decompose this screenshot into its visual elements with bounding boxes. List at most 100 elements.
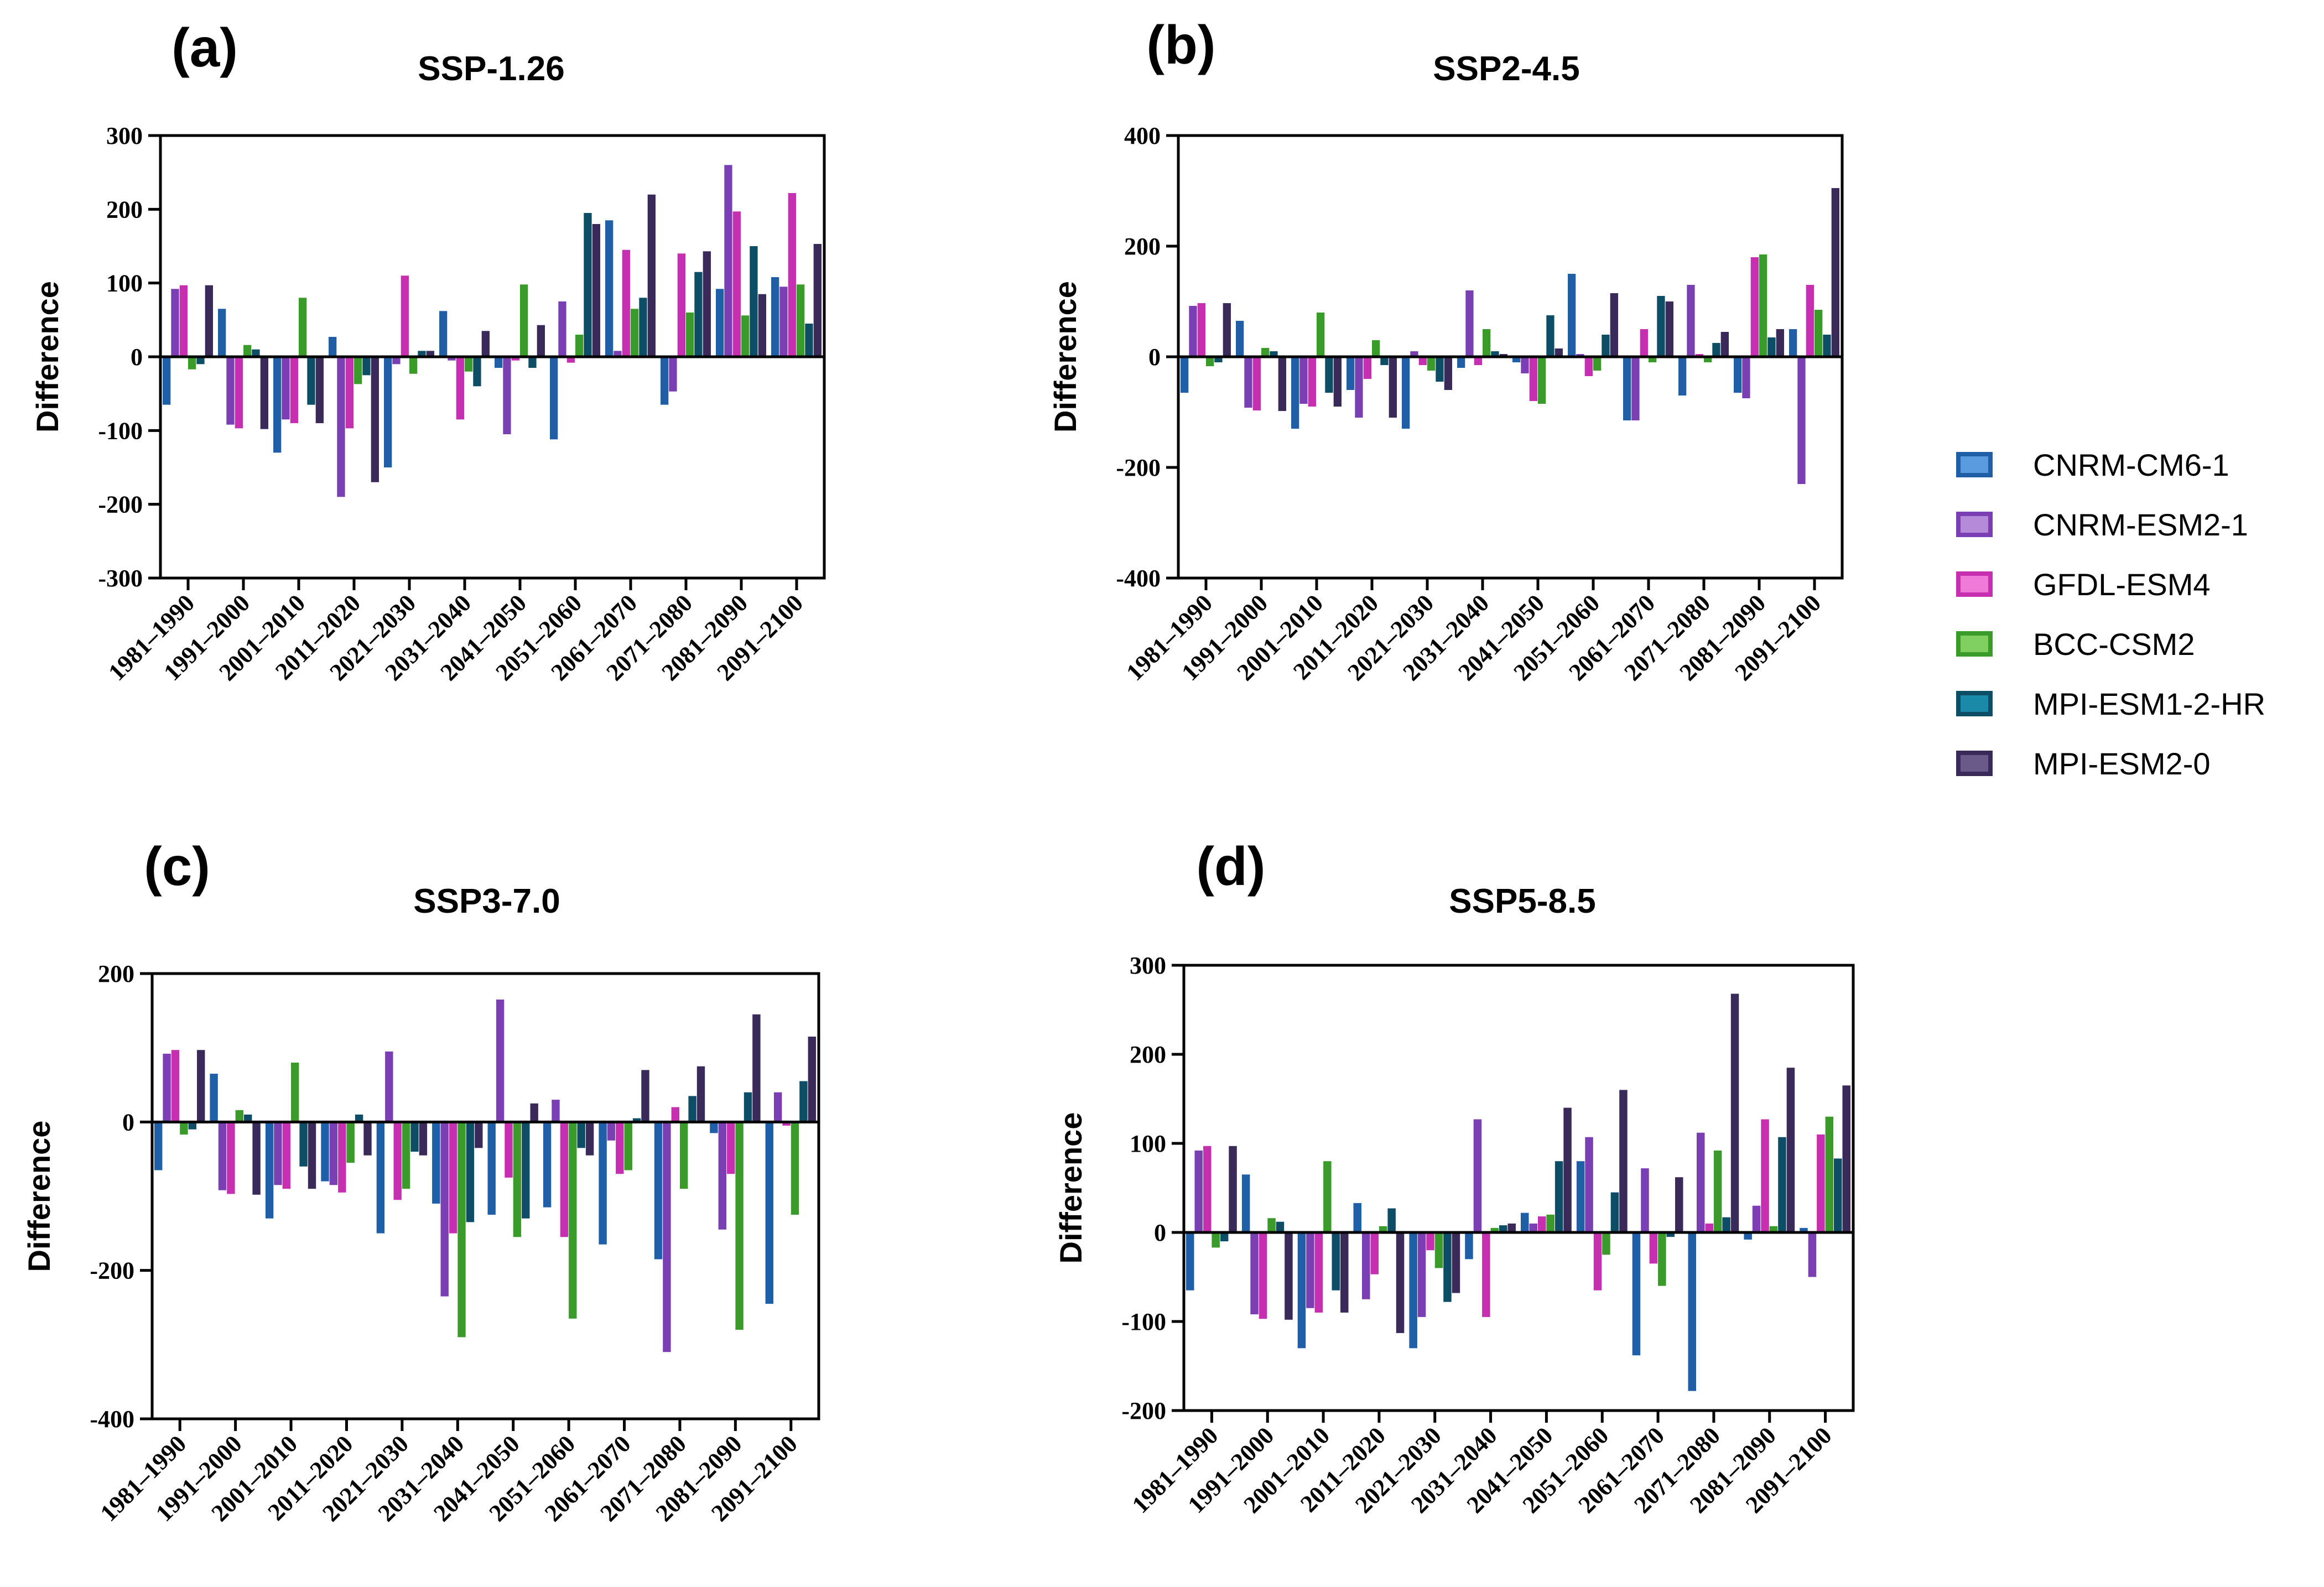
bar-cnrm-esm2-1-6 (1465, 290, 1474, 357)
bar-bcc-csm2-10 (1713, 1150, 1722, 1232)
bar-mpi-esm1-2-hr-1 (1214, 357, 1223, 362)
bar-mpi-esm1-2-hr-12 (1823, 335, 1831, 357)
bar-mpi-esm1-2-hr-4 (1380, 357, 1389, 365)
bar-mpi-esm1-2-hr-9 (632, 1118, 641, 1122)
bar-bcc-csm2-5 (1434, 1232, 1443, 1268)
bar-mpi-esm1-2-hr-3 (1332, 1232, 1340, 1291)
bar-mpi-esm2-0-9 (641, 1070, 649, 1122)
bar-cnrm-cm6-1-6 (1457, 357, 1465, 368)
bar-gfdl-esm4-8 (1593, 1232, 1602, 1291)
bar-mpi-esm1-2-hr-9 (1666, 1232, 1675, 1237)
bar-bcc-csm2-8 (575, 335, 584, 357)
bar-bcc-csm2-11 (1769, 1226, 1778, 1232)
bar-mpi-esm1-2-hr-6 (473, 357, 481, 387)
bar-cnrm-esm2-1-3 (274, 1122, 282, 1185)
y-tick-label: 0 (1154, 1219, 1166, 1246)
bar-cnrm-esm2-1-4 (337, 357, 345, 497)
bar-mpi-esm2-0-2 (252, 1122, 261, 1195)
bar-gfdl-esm4-7 (511, 357, 519, 361)
bar-cnrm-esm2-1-11 (718, 1122, 726, 1230)
bar-bcc-csm2-9 (624, 1122, 632, 1170)
bar-cnrm-cm6-1-5 (1409, 1232, 1417, 1349)
bar-bcc-csm2-3 (1323, 1161, 1332, 1232)
bar-bcc-csm2-3 (291, 1063, 299, 1122)
bar-cnrm-cm6-1-3 (1291, 357, 1299, 429)
bar-bcc-csm2-6 (465, 357, 473, 372)
bar-gfdl-esm4-1 (1203, 1146, 1212, 1232)
bar-cnrm-esm2-1-3 (282, 357, 290, 420)
bar-cnrm-esm2-1-6 (1473, 1119, 1482, 1232)
bar-gfdl-esm4-7 (1529, 357, 1537, 401)
bar-cnrm-esm2-1-12 (774, 1092, 782, 1122)
bar-cnrm-esm2-1-11 (1752, 1205, 1761, 1232)
bar-gfdl-esm4-4 (1370, 1232, 1379, 1274)
legend-item: GFDL-ESM4 (1956, 567, 2211, 602)
bar-cnrm-esm2-1-5 (392, 357, 401, 365)
plot-area (150, 972, 820, 1421)
panel-4: (d)SSP5-8.5Difference3002001000-100-2001… (1053, 836, 1855, 1518)
bar-gfdl-esm4-9 (622, 249, 630, 357)
bar-cnrm-esm2-1-4 (329, 1122, 338, 1185)
bar-cnrm-cm6-1-1 (1181, 357, 1189, 393)
bar-bcc-csm2-2 (1261, 348, 1270, 357)
legend-item: BCC-CSM2 (1956, 627, 2195, 662)
bar-mpi-esm1-2-hr-5 (1443, 1232, 1452, 1302)
bar-cnrm-cm6-1-7 (1512, 357, 1521, 362)
bar-bcc-csm2-4 (354, 357, 362, 384)
bar-mpi-esm2-0-10 (1720, 332, 1729, 357)
bar-mpi-esm2-0-3 (1340, 1232, 1349, 1313)
bar-bcc-csm2-4 (1379, 1226, 1387, 1232)
bar-gfdl-esm4-1 (179, 285, 188, 357)
bar-mpi-esm1-2-hr-2 (1270, 351, 1278, 357)
bar-mpi-esm1-2-hr-8 (1602, 335, 1610, 357)
legend-swatch (1956, 512, 1993, 537)
bar-cnrm-esm2-1-4 (1362, 1232, 1370, 1299)
bar-cnrm-cm6-1-2 (210, 1074, 218, 1122)
bar-bcc-csm2-3 (1317, 313, 1325, 357)
bar-bcc-csm2-2 (243, 345, 252, 357)
bar-gfdl-esm4-11 (732, 211, 741, 357)
y-tick-label: 200 (98, 960, 134, 987)
y-tick-label: 200 (106, 196, 143, 223)
bar-cnrm-cm6-1-10 (1688, 1232, 1696, 1391)
bar-mpi-esm2-0-6 (481, 331, 490, 357)
bar-cnrm-cm6-1-10 (661, 357, 669, 405)
bar-cnrm-cm6-1-4 (321, 1122, 329, 1182)
bar-bcc-csm2-10 (686, 313, 694, 357)
bar-gfdl-esm4-9 (616, 1122, 624, 1174)
y-tick-label: -200 (90, 1257, 134, 1284)
bar-mpi-esm1-2-hr-7 (1546, 315, 1554, 357)
y-tick-label: 0 (122, 1109, 134, 1136)
bar-bcc-csm2-4 (1372, 340, 1380, 357)
bar-gfdl-esm4-5 (1426, 1232, 1434, 1251)
bar-mpi-esm2-0-1 (1223, 303, 1231, 357)
bar-cnrm-cm6-1-4 (1353, 1203, 1361, 1232)
chart-title: SSP5-8.5 (1449, 882, 1595, 920)
legend-item: MPI-ESM2-0 (1956, 746, 2211, 781)
bar-cnrm-cm6-1-11 (1744, 1232, 1752, 1240)
bar-mpi-esm1-2-hr-4 (362, 357, 371, 376)
panel-letter: (a) (171, 17, 238, 78)
bar-bcc-csm2-5 (1427, 357, 1436, 371)
plot-area (1182, 964, 1855, 1412)
bar-cnrm-esm2-1-3 (1299, 357, 1308, 404)
bar-mpi-esm2-0-12 (1831, 188, 1839, 357)
bar-cnrm-cm6-1-5 (1402, 357, 1410, 429)
chart-title: SSP-1.26 (418, 50, 564, 88)
bar-gfdl-esm4-5 (393, 1122, 402, 1200)
chart-title: SSP3-7.0 (413, 882, 560, 920)
chart-panels: (a) SSP-1.26 Difference 300 200 100 0 -100 -200 -… (22, 14, 1855, 1527)
y-tick-label: 400 (1124, 122, 1161, 149)
bar-cnrm-cm6-1-8 (543, 1122, 552, 1208)
bar-cnrm-cm6-1-9 (605, 220, 614, 357)
bar-bcc-csm2-8 (1593, 357, 1602, 371)
bar-gfdl-esm4-11 (1750, 257, 1759, 357)
y-axis-label: Difference (1048, 281, 1083, 433)
bar-bcc-csm2-2 (235, 1110, 243, 1122)
bar-gfdl-esm4-7 (1538, 1216, 1546, 1232)
legend: CNRM-CM6-1 CNRM-ESM2-1 GFDL-ESM4 BCC-CSM2 MP… (1956, 448, 2265, 781)
bar-gfdl-esm4-11 (1761, 1119, 1769, 1232)
bar-cnrm-esm2-1-6 (448, 357, 456, 361)
bar-cnrm-cm6-1-2 (218, 309, 226, 357)
